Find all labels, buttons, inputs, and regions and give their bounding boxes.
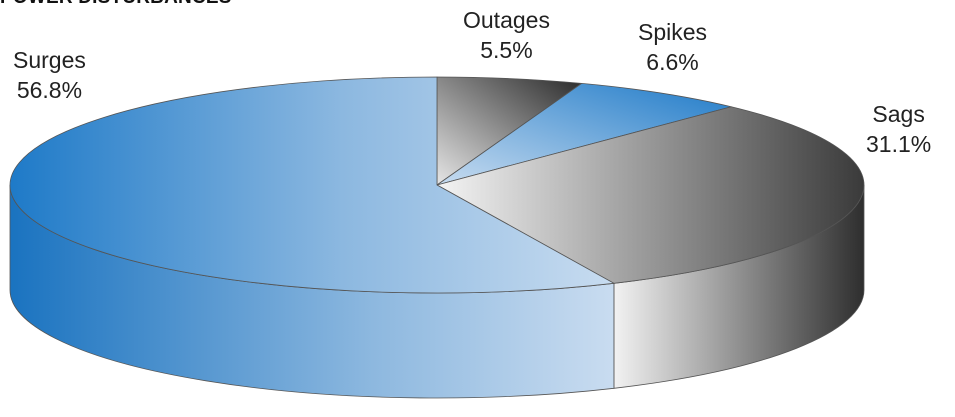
slice-name-spikes: Spikes xyxy=(638,19,708,45)
slice-name-surges: Surges xyxy=(13,47,86,73)
slice-outages xyxy=(436,76,583,186)
slice-value-outages: 5.5% xyxy=(480,37,533,63)
slice-sags xyxy=(436,106,865,284)
slice-value-sags: 31.1% xyxy=(866,131,932,157)
pie-layer xyxy=(9,76,865,399)
slice-name-outages: Outages xyxy=(463,7,550,33)
slice-value-surges: 56.8% xyxy=(16,77,83,103)
slice-label-outages: Outages 5.5% xyxy=(463,5,550,65)
chart-title: POWER DISTURBANCES xyxy=(0,0,232,9)
slice-value-spikes: 6.6% xyxy=(646,49,699,75)
slice-name-sags: Sags xyxy=(872,101,925,127)
slice-surges xyxy=(9,76,615,294)
slice-label-spikes: Spikes 6.6% xyxy=(638,17,707,77)
slice-label-surges: Surges 56.8% xyxy=(13,45,86,105)
slice-spikes xyxy=(436,82,732,186)
slice-label-sags: Sags 31.1% xyxy=(866,99,931,159)
